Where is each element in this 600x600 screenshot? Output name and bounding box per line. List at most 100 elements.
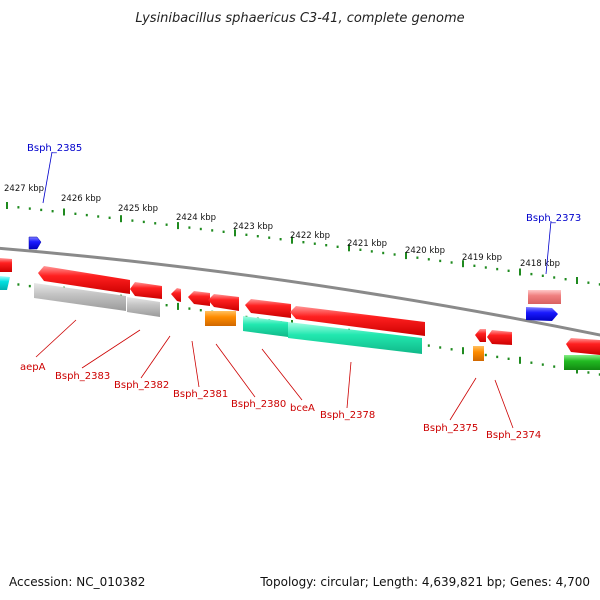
outer-minor-tick [393, 253, 396, 256]
gene-label-bsph-2380[interactable]: Bsph_2380 [231, 399, 286, 410]
gene-arrow-bsph-2375a[interactable] [475, 329, 486, 342]
gene-label-bsph-2381[interactable]: Bsph_2381 [173, 389, 228, 400]
inner-minor-tick [165, 304, 168, 307]
gene-label-bsph-2382[interactable]: Bsph_2382 [114, 380, 169, 391]
gene-box-right-edge-green[interactable] [564, 355, 600, 370]
outer-minor-tick [530, 272, 533, 276]
inner-minor-tick [598, 373, 600, 376]
outer-minor-tick [74, 212, 77, 215]
outer-minor-tick [598, 283, 600, 286]
inner-major-tick [462, 347, 464, 355]
gene-arrow-left-edge-a[interactable] [0, 258, 12, 272]
outer-major-tick [234, 229, 236, 237]
gene-label-bsph-2385[interactable]: Bsph_2385 [27, 143, 82, 154]
outer-major-tick [63, 208, 65, 216]
gene-arrow-bsph-2375b[interactable] [487, 330, 512, 345]
outer-major-tick [576, 277, 578, 284]
kbp-label: 2418 kbp [520, 259, 560, 269]
outer-minor-tick [17, 206, 20, 209]
outer-minor-tick [336, 245, 339, 248]
gene-label-bsph-2374[interactable]: Bsph_2374 [486, 430, 541, 441]
genome-backbone [0, 246, 600, 337]
gene-label-bsph-2373[interactable]: Bsph_2373 [526, 213, 581, 224]
outer-minor-tick [40, 208, 43, 212]
gene-arrow-bsph-2383[interactable] [130, 282, 162, 299]
outer-minor-tick [268, 236, 271, 239]
outer-major-tick [405, 252, 407, 260]
outer-minor-tick [473, 264, 476, 267]
gene-box-bsph-2380-orange[interactable] [205, 311, 236, 326]
outer-minor-tick [484, 266, 487, 269]
gene-box-bsph-2378-cyan[interactable] [288, 322, 422, 354]
gene-arrow-bsph-2373b[interactable] [526, 307, 558, 321]
inner-minor-tick [439, 346, 442, 349]
inner-minor-tick [450, 348, 453, 351]
outer-major-tick [177, 222, 179, 230]
outer-minor-tick [496, 267, 499, 271]
outer-minor-tick [28, 207, 31, 210]
kbp-labels: 2427 kbp 2426 kbp 2425 kbp 2424 kbp 2423… [4, 184, 560, 269]
gene-arrow-aepa[interactable] [38, 266, 130, 294]
plus-strand-features [0, 236, 561, 321]
kbp-label: 2423 kbp [233, 222, 273, 232]
gene-label-aepa[interactable]: aepA [20, 362, 46, 373]
outer-minor-tick [279, 238, 282, 241]
gene-arrow-bcea[interactable] [245, 299, 291, 318]
gene-label-bsph-2383[interactable]: Bsph_2383 [55, 371, 110, 382]
inner-minor-tick [427, 344, 430, 347]
inner-minor-tick [17, 283, 20, 286]
inner-minor-tick [484, 353, 487, 357]
outer-major-tick [519, 268, 521, 276]
outer-minor-tick [370, 250, 373, 253]
outer-minor-tick [427, 258, 430, 261]
gene-label-bcea[interactable]: bceA [290, 403, 315, 414]
outer-major-tick [348, 244, 350, 252]
outer-minor-tick [541, 274, 544, 277]
outer-minor-tick [325, 244, 328, 247]
gene-box-bsph-2373[interactable] [528, 290, 561, 304]
outer-minor-tick [154, 222, 157, 225]
inner-minor-tick [530, 361, 533, 364]
outer-minor-tick [416, 256, 419, 259]
gene-arrow-right-edge[interactable] [566, 338, 600, 355]
outer-minor-tick [564, 278, 567, 281]
inner-minor-tick [199, 309, 202, 312]
outer-minor-tick [211, 229, 214, 232]
kbp-label: 2421 kbp [347, 239, 387, 249]
gene-arrow-bsph-2378[interactable] [290, 306, 425, 336]
inner-minor-tick [188, 307, 191, 310]
kbp-label: 2426 kbp [61, 194, 101, 204]
kbp-label: 2422 kbp [290, 231, 330, 241]
outer-tick-row [6, 202, 600, 286]
gene-arrow-bsph-2380[interactable] [208, 294, 239, 311]
outer-minor-tick [188, 226, 191, 229]
kbp-label: 2419 kbp [462, 253, 502, 263]
gene-box-bcea-cyan[interactable] [243, 316, 288, 337]
outer-minor-tick [245, 233, 248, 236]
outer-minor-tick [359, 248, 362, 251]
gene-arrow-bsph-2383-grey[interactable] [34, 283, 126, 311]
outer-major-tick [120, 215, 122, 223]
inner-major-tick [519, 356, 521, 364]
kbp-label: 2424 kbp [176, 213, 216, 223]
outer-minor-tick [450, 261, 453, 264]
minus-strand-features [34, 266, 600, 370]
outer-minor-tick [51, 210, 54, 213]
outer-minor-tick [222, 230, 225, 233]
gene-box-bsph-2375-orange[interactable] [473, 346, 484, 361]
outer-minor-tick [256, 235, 259, 238]
inner-minor-tick [541, 363, 544, 366]
gene-arrow-bsph-2385[interactable] [28, 236, 42, 250]
gene-arrow-left-edge-b[interactable] [0, 276, 10, 290]
gene-label-bsph-2378[interactable]: Bsph_2378 [320, 410, 375, 421]
map-title: Lysinibacillus sphaericus C3-41, complet… [135, 11, 464, 26]
gene-arrow-bsph-2381[interactable] [188, 291, 210, 306]
gene-arrow-bsph-2382[interactable] [171, 288, 181, 302]
inner-minor-tick [553, 365, 556, 368]
inner-minor-tick [28, 284, 31, 288]
gene-labels: Bsph_2385 Bsph_2373 aepA Bsph_2383 Bsph_… [20, 143, 581, 441]
outer-minor-tick [199, 227, 202, 231]
gene-label-bsph-2375[interactable]: Bsph_2375 [423, 423, 478, 434]
gene-arrow-bsph-2383-grey-b[interactable] [127, 297, 160, 317]
accession-text: Accession: NC_010382 [9, 575, 145, 589]
